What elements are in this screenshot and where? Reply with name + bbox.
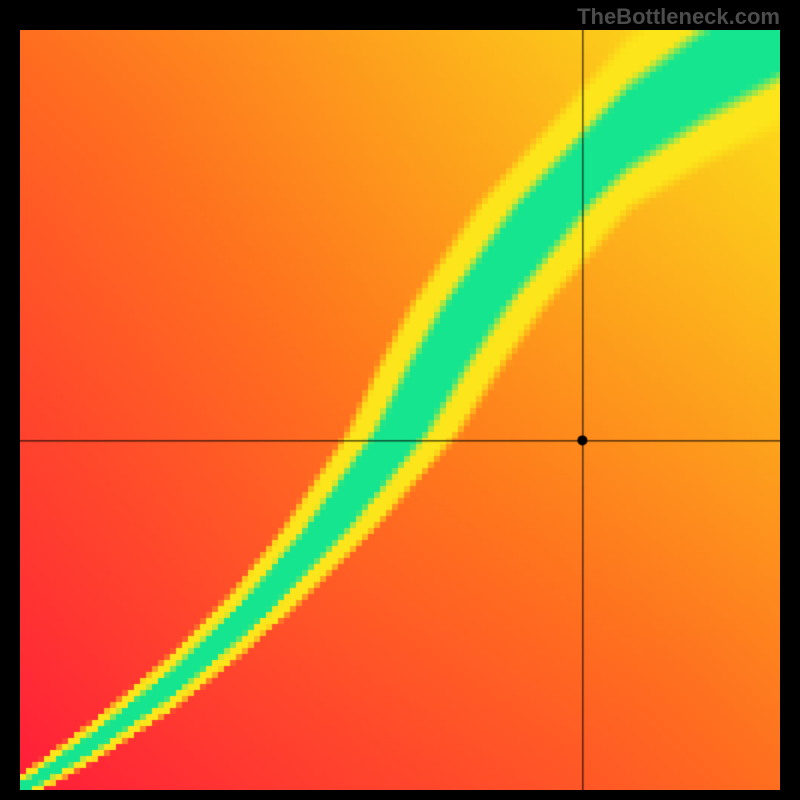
watermark-label: TheBottleneck.com <box>577 4 780 30</box>
heatmap-canvas <box>20 30 780 790</box>
